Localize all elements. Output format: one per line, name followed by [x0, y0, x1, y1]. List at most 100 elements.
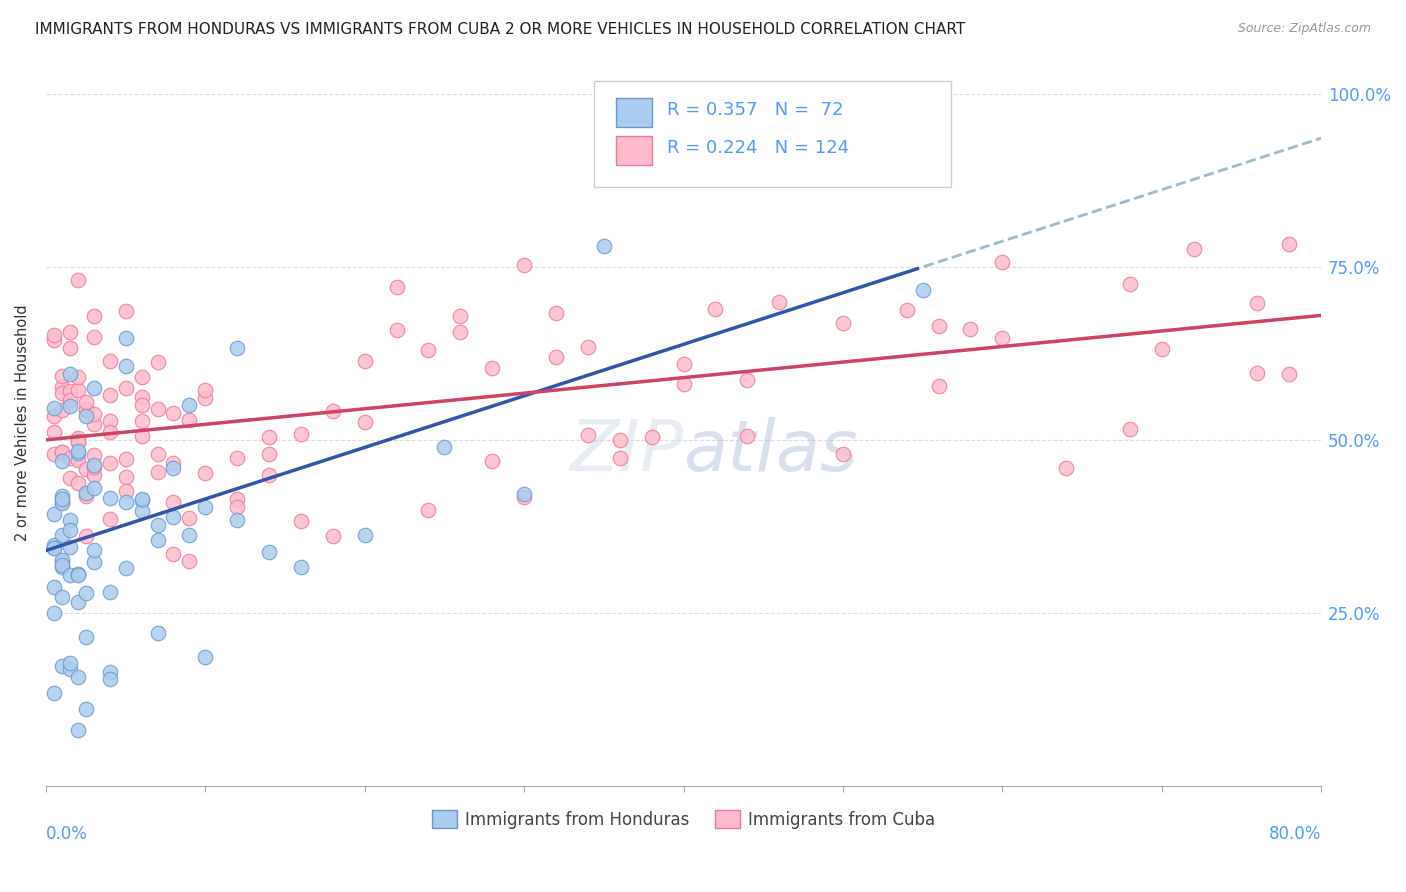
Point	[418, 343, 440, 357]
Point	[51, 554, 73, 568]
Point	[42, 409, 65, 424]
Point	[449, 325, 471, 339]
Point	[83, 448, 105, 462]
Point	[59, 368, 82, 382]
Point	[51, 552, 73, 566]
Point	[609, 450, 631, 465]
Point	[353, 353, 375, 368]
Point	[59, 325, 82, 339]
Point	[66, 453, 89, 467]
Point	[1182, 242, 1205, 256]
Point	[672, 357, 695, 371]
Text: 0.0%: 0.0%	[46, 825, 87, 844]
Point	[544, 306, 567, 320]
Point	[51, 492, 73, 507]
Point	[83, 467, 105, 482]
Point	[257, 447, 280, 461]
Point	[66, 595, 89, 609]
Point	[75, 486, 97, 500]
Point	[98, 491, 121, 505]
Point	[51, 560, 73, 574]
Point	[131, 415, 153, 429]
Point	[59, 392, 82, 407]
Point	[83, 555, 105, 569]
Point	[194, 383, 217, 397]
Point	[114, 495, 136, 509]
Text: Source: ZipAtlas.com: Source: ZipAtlas.com	[1237, 22, 1371, 36]
Point	[59, 471, 82, 485]
Point	[66, 431, 89, 445]
Point	[75, 585, 97, 599]
Point	[66, 446, 89, 460]
Point	[162, 460, 184, 475]
Point	[98, 456, 121, 470]
Point	[928, 319, 950, 334]
Point	[768, 294, 790, 309]
Point	[83, 543, 105, 558]
Point	[704, 301, 727, 316]
Point	[991, 331, 1014, 345]
Point	[162, 457, 184, 471]
Point	[83, 382, 105, 396]
Point	[290, 514, 312, 528]
Point	[66, 567, 89, 582]
Point	[83, 417, 105, 432]
Point	[385, 323, 408, 337]
Point	[179, 511, 201, 525]
Point	[59, 656, 82, 670]
Point	[42, 425, 65, 439]
Point	[51, 445, 73, 459]
Point	[51, 444, 73, 458]
Point	[1246, 367, 1268, 381]
Point	[51, 659, 73, 673]
Point	[257, 468, 280, 483]
Point	[42, 328, 65, 343]
Point	[131, 492, 153, 507]
Point	[114, 452, 136, 467]
Point	[131, 399, 153, 413]
Bar	[616, 98, 651, 128]
Point	[226, 450, 249, 465]
Point	[257, 545, 280, 559]
Point	[290, 560, 312, 574]
Point	[896, 302, 918, 317]
Point	[66, 476, 89, 491]
Point	[75, 529, 97, 543]
Point	[194, 467, 217, 481]
Point	[66, 670, 89, 684]
Point	[194, 650, 217, 665]
Point	[66, 383, 89, 397]
Point	[146, 447, 169, 461]
Point	[66, 434, 89, 448]
Point	[991, 255, 1014, 269]
Legend: Immigrants from Honduras, Immigrants from Cuba: Immigrants from Honduras, Immigrants fro…	[425, 804, 942, 835]
Point	[576, 340, 599, 354]
Point	[162, 495, 184, 509]
FancyBboxPatch shape	[595, 81, 952, 186]
Point	[576, 428, 599, 442]
Point	[59, 523, 82, 537]
Point	[51, 402, 73, 417]
Point	[114, 561, 136, 575]
Point	[83, 408, 105, 422]
Point	[418, 503, 440, 517]
Point	[640, 430, 662, 444]
Point	[42, 607, 65, 621]
Point	[83, 459, 105, 474]
Point	[98, 425, 121, 439]
Point	[179, 554, 201, 568]
Text: ZIP: ZIP	[569, 417, 683, 486]
Text: atlas: atlas	[683, 417, 858, 486]
Point	[98, 673, 121, 687]
Point	[98, 585, 121, 599]
Point	[51, 591, 73, 605]
Point	[226, 500, 249, 515]
Point	[83, 458, 105, 473]
Point	[513, 487, 536, 501]
Point	[59, 513, 82, 527]
Point	[449, 309, 471, 323]
Point	[42, 507, 65, 521]
Point	[114, 331, 136, 345]
Point	[194, 500, 217, 515]
Point	[832, 447, 855, 461]
